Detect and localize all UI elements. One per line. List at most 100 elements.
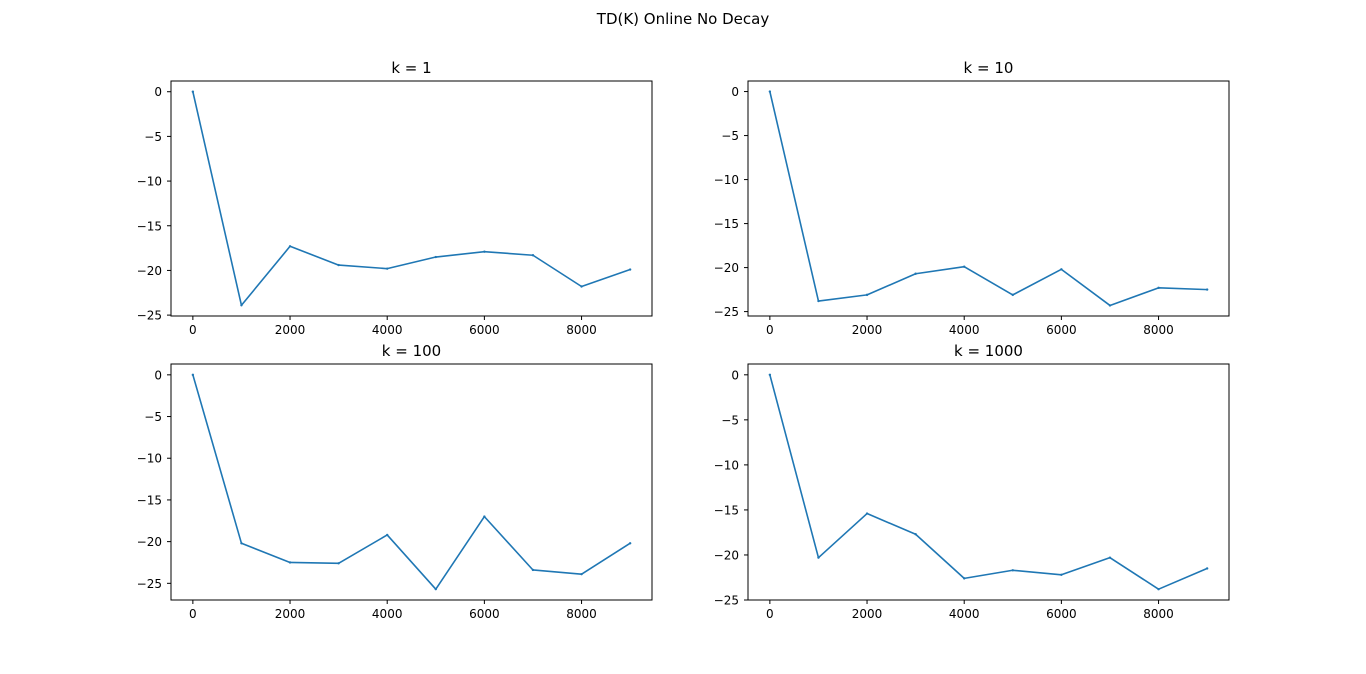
data-point	[580, 285, 583, 288]
x-tick-label: 2000	[275, 607, 306, 621]
series-line	[768, 90, 1208, 307]
data-point	[337, 263, 340, 267]
x-tick-label: 0	[189, 323, 197, 337]
subplot-4: k = 1000 0 2000 4000 6000 8000 0 −5 −10 −15 −20 −25	[714, 342, 1230, 621]
y-tick-label: −20	[137, 535, 162, 549]
y-tick-label: −10	[714, 458, 739, 472]
x-tick-label: 6000	[1046, 607, 1077, 621]
x-tick-label: 0	[189, 607, 197, 621]
data-point	[288, 245, 292, 248]
y-tick-label: 0	[154, 85, 162, 99]
data-point	[768, 90, 772, 93]
data-point	[817, 556, 820, 559]
x-tick-label: 4000	[372, 323, 403, 337]
data-point	[386, 267, 389, 270]
data-point	[628, 542, 632, 545]
data-point	[817, 299, 820, 303]
data-point	[1108, 304, 1112, 307]
data-point	[240, 304, 243, 307]
y-tick-label: 0	[731, 368, 739, 382]
data-point	[628, 268, 632, 271]
data-point	[386, 533, 389, 537]
subplot-title: k = 1000	[954, 342, 1023, 360]
x-tick-label: 4000	[949, 607, 980, 621]
subplot-title: k = 10	[964, 59, 1014, 77]
x-tick-label: 2000	[852, 607, 883, 621]
data-point	[963, 265, 966, 268]
y-tick-label: −25	[137, 577, 162, 591]
y-tick-label: −5	[721, 129, 739, 143]
x-tick-label: 0	[766, 607, 774, 621]
y-tick-label: −15	[714, 217, 739, 231]
y-tick-label: −5	[144, 410, 162, 424]
data-point	[240, 542, 243, 545]
data-point	[1157, 286, 1160, 290]
y-tick-label: −10	[137, 175, 162, 189]
y-tick-label: −10	[714, 173, 739, 187]
subplot-title: k = 1	[391, 59, 431, 77]
data-point	[483, 250, 486, 253]
data-point	[531, 568, 535, 572]
subplot-3: k = 100 0 2000 4000 6000 8000 0 −5 −10 −15 −20 −25	[137, 342, 653, 621]
data-point	[1157, 587, 1160, 591]
data-point	[191, 90, 195, 93]
y-tick-label: −15	[137, 219, 162, 233]
data-point	[580, 572, 583, 576]
x-tick-label: 0	[766, 323, 774, 337]
x-tick-label: 4000	[372, 607, 403, 621]
y-tick-label: −5	[721, 413, 739, 427]
axes-frame	[170, 363, 653, 601]
data-point	[865, 512, 869, 515]
data-point	[483, 515, 486, 518]
subplot-1: k = 1 0 2000 4000 6000 8000 0 −5 −10 −15 −20 −25	[137, 59, 653, 337]
axes-frame	[747, 80, 1230, 317]
data-point	[1060, 268, 1063, 271]
x-tick-label: 8000	[1143, 323, 1174, 337]
subplot-2: k = 10 0 2000 4000 6000 8000 0 −5 −10 −15 −20 −25	[714, 59, 1230, 337]
data-point	[963, 577, 966, 580]
data-point	[1108, 556, 1112, 559]
data-point	[337, 562, 340, 565]
y-tick-label: −25	[714, 305, 739, 319]
series-line	[191, 373, 632, 590]
data-point	[288, 561, 292, 564]
x-tick-label: 8000	[1143, 607, 1174, 621]
data-point	[914, 533, 917, 536]
x-tick-label: 2000	[275, 323, 306, 337]
figure-suptitle: TD(K) Online No Decay	[596, 10, 770, 28]
series-line	[768, 373, 1209, 590]
data-point	[1205, 567, 1209, 570]
x-tick-label: 6000	[1046, 323, 1077, 337]
y-tick-label: −20	[714, 261, 739, 275]
x-tick-label: 2000	[852, 323, 883, 337]
data-point	[865, 293, 869, 297]
data-point	[1060, 573, 1063, 576]
axes-frame	[170, 80, 653, 317]
y-tick-label: 0	[731, 85, 739, 99]
y-tick-label: −15	[714, 503, 739, 517]
data-point	[434, 255, 437, 259]
data-point	[1011, 293, 1014, 297]
y-tick-label: −5	[144, 130, 162, 144]
y-tick-label: −25	[137, 309, 162, 323]
y-tick-label: −20	[137, 264, 162, 278]
data-point	[1205, 288, 1209, 291]
subplot-title: k = 100	[382, 342, 441, 360]
x-tick-label: 6000	[469, 323, 500, 337]
y-tick-label: −20	[714, 548, 739, 562]
data-point	[768, 373, 772, 377]
data-point	[914, 272, 917, 275]
series-line	[191, 90, 632, 307]
x-tick-label: 4000	[949, 323, 980, 337]
data-point	[531, 254, 535, 257]
axes-frame	[747, 363, 1230, 601]
y-tick-label: 0	[154, 368, 162, 382]
y-tick-label: −25	[714, 594, 739, 608]
x-tick-label: 8000	[566, 323, 597, 337]
y-tick-label: −10	[137, 452, 162, 466]
data-point	[191, 373, 195, 377]
x-tick-label: 6000	[469, 607, 500, 621]
